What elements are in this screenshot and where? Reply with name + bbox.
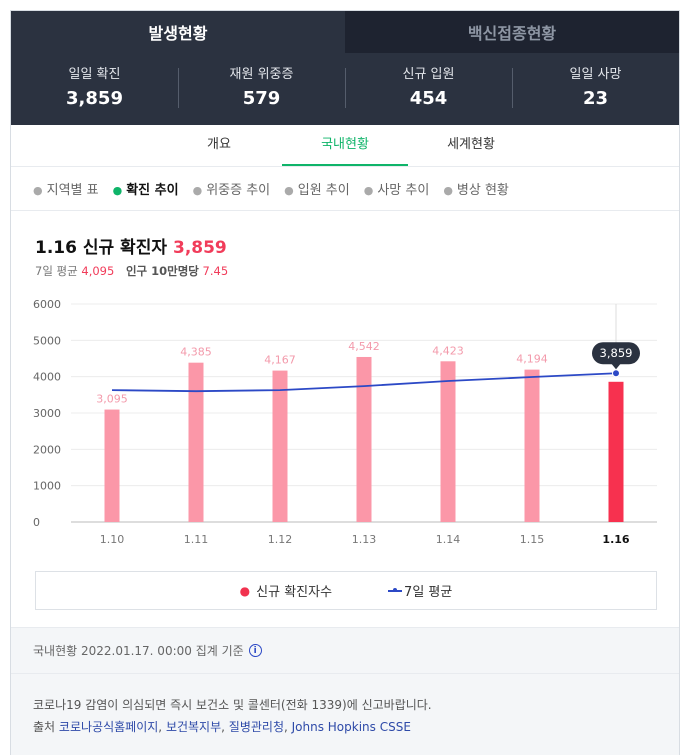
tooltip-value: 3,859 xyxy=(600,346,633,360)
source-line: 출처 코로나공식홈페이지, 보건복지부, 질병관리청, Johns Hopkin… xyxy=(33,720,411,734)
source-label: 출처 xyxy=(33,720,56,734)
headline-label: 1.16 신규 확진자 xyxy=(35,238,167,258)
metric-tab-label: 확진 추이 xyxy=(126,183,179,198)
x-tick-label: 1.15 xyxy=(520,533,545,546)
sub-tabs: 개요 국내현황 세계현황 xyxy=(11,125,679,167)
source-link-kdca-home[interactable]: 코로나공식홈페이지 xyxy=(58,720,159,734)
bar xyxy=(356,356,372,522)
stat-label: 신규 입원 xyxy=(402,67,455,82)
y-tick-label: 1000 xyxy=(33,480,61,493)
covid-status-card: 발생현황 백신접종현황 일일 확진 3,859 재원 위중증 579 신규 입원… xyxy=(10,10,680,755)
stat-critical: 재원 위중증 579 xyxy=(178,66,345,112)
tab-vaccination-status[interactable]: 백신접종현황 xyxy=(345,11,679,53)
metric-tab-bed-status[interactable]: ● 병상 현황 xyxy=(443,179,509,198)
top-tabs: 발생현황 백신접종현황 xyxy=(11,11,679,53)
legend-item-line[interactable]: 7일 평균 xyxy=(388,581,452,600)
legend-label: 7일 평균 xyxy=(404,585,453,600)
y-tick-label: 2000 xyxy=(33,443,61,456)
source-link-kdca[interactable]: 질병관리청 xyxy=(228,720,284,734)
data-label: 3,095 xyxy=(96,393,128,406)
bar xyxy=(440,361,456,522)
metric-tab-label: 사망 추이 xyxy=(377,183,430,198)
metric-tab-admission-trend[interactable]: ● 입원 추이 xyxy=(284,179,350,198)
stat-value: 579 xyxy=(242,88,281,109)
tab-outbreak-status[interactable]: 발생현황 xyxy=(11,11,345,53)
data-label: 4,194 xyxy=(516,353,548,366)
data-label: 4,385 xyxy=(180,346,212,359)
bullet-icon: ● xyxy=(284,184,294,197)
headline-value: 3,859 xyxy=(172,238,227,258)
tooltip-pointer xyxy=(611,363,621,370)
x-tick-label: 1.11 xyxy=(184,533,209,546)
avg-line-point xyxy=(612,369,620,378)
data-basis-bar: 국내현황 2022.01.17. 00:00 집계 기준 i xyxy=(11,627,679,673)
per-capita-label: 인구 10만명당 xyxy=(125,264,199,278)
metric-tab-death-trend[interactable]: ● 사망 추이 xyxy=(364,179,430,198)
notice-text: 코로나19 감염이 의심되면 즉시 보건소 및 콜센터(전화 1339)에 신고… xyxy=(33,698,432,712)
avg-label: 7일 평균 xyxy=(35,264,78,278)
data-label: 4,423 xyxy=(432,344,464,357)
data-label: 4,167 xyxy=(264,354,296,367)
tab-overview[interactable]: 개요 xyxy=(207,137,231,152)
y-tick-label: 6000 xyxy=(33,298,61,311)
chart-headline: 1.16 신규 확진자 3,859 xyxy=(35,233,227,258)
stat-label: 일일 사망 xyxy=(569,67,622,82)
metric-tab-label: 위중증 추이 xyxy=(206,183,271,198)
x-tick-label: 1.14 xyxy=(436,533,461,546)
data-basis-text: 국내현황 2022.01.17. 00:00 집계 기준 xyxy=(33,644,244,658)
metric-tabs: ● 지역별 표 ● 확진 추이 ● 위중증 추이 ● 입원 추이 ● 사망 추이 ● 병상 … xyxy=(11,167,679,211)
source-link-mohw[interactable]: 보건복지부 xyxy=(165,720,222,734)
bullet-icon: ● xyxy=(192,184,203,197)
metric-tab-label: 지역별 표 xyxy=(46,183,99,198)
bar xyxy=(608,381,624,522)
metric-tab-label: 병상 현황 xyxy=(456,183,509,198)
y-tick-label: 4000 xyxy=(33,371,61,384)
chart-subline: 7일 평균 4,095 인구 10만명당 7.45 xyxy=(35,263,228,279)
info-icon[interactable]: i xyxy=(248,644,262,657)
avg-value: 4,095 xyxy=(81,264,115,278)
source-link-jhu[interactable]: Johns Hopkins CSSE xyxy=(291,720,411,734)
stat-daily-deaths: 일일 사망 23 xyxy=(512,66,679,112)
x-tick-label: 1.10 xyxy=(100,533,125,546)
x-tick-label: 1.13 xyxy=(352,533,377,546)
stat-daily-confirmed: 일일 확진 3,859 xyxy=(11,66,178,112)
metric-tab-critical-trend[interactable]: ● 위중증 추이 xyxy=(193,179,271,198)
stats-bar: 일일 확진 3,859 재원 위중증 579 신규 입원 454 일일 사망 2… xyxy=(11,53,679,125)
stat-value: 454 xyxy=(409,88,448,109)
stat-value: 23 xyxy=(582,88,609,109)
chart-legend: ● 신규 확진자수 7일 평균 xyxy=(35,571,657,610)
avg-line xyxy=(111,372,617,393)
dot-icon: ● xyxy=(239,583,251,598)
bullet-icon: ● xyxy=(33,184,43,197)
data-label: 4,542 xyxy=(348,340,380,353)
tab-domestic[interactable]: 국내현황 xyxy=(282,125,408,166)
stat-label: 일일 확진 xyxy=(68,67,121,82)
per-capita-value: 7.45 xyxy=(202,264,229,278)
bar xyxy=(272,370,288,522)
tooltip-bubble xyxy=(592,342,640,365)
bullet-icon: ● xyxy=(112,184,123,197)
stat-label: 재원 위중증 xyxy=(229,67,294,82)
line-marker-icon xyxy=(388,587,403,592)
y-tick-label: 5000 xyxy=(33,334,61,347)
bar xyxy=(524,369,540,522)
bar xyxy=(188,362,204,522)
metric-tab-confirmed-trend[interactable]: ● 확진 추이 xyxy=(113,179,179,198)
metric-tab-region-table[interactable]: ● 지역별 표 xyxy=(33,179,99,198)
x-tick-label: 1.16 xyxy=(602,533,629,546)
stat-value: 3,859 xyxy=(66,88,123,109)
legend-item-bars[interactable]: ● 신규 확진자수 xyxy=(239,581,333,601)
stat-new-admission: 신규 입원 454 xyxy=(345,66,512,112)
bullet-icon: ● xyxy=(443,184,453,197)
confirmed-trend-chart: 0 1000 2000 3000 4000 5000 6000 3,095 1.10 4,385 1… xyxy=(33,298,657,546)
metric-tab-label: 입원 추이 xyxy=(297,183,350,198)
bar xyxy=(104,409,120,522)
y-tick-label: 3000 xyxy=(33,407,61,420)
x-tick-label: 1.12 xyxy=(268,533,293,546)
bullet-icon: ● xyxy=(363,184,374,197)
tab-world[interactable]: 세계현황 xyxy=(447,137,495,152)
legend-label: 신규 확진자수 xyxy=(256,585,333,600)
y-tick-label: 0 xyxy=(33,516,40,529)
notice-box: 코로나19 감염이 의심되면 즉시 보건소 및 콜센터(전화 1339)에 신고… xyxy=(11,673,679,755)
